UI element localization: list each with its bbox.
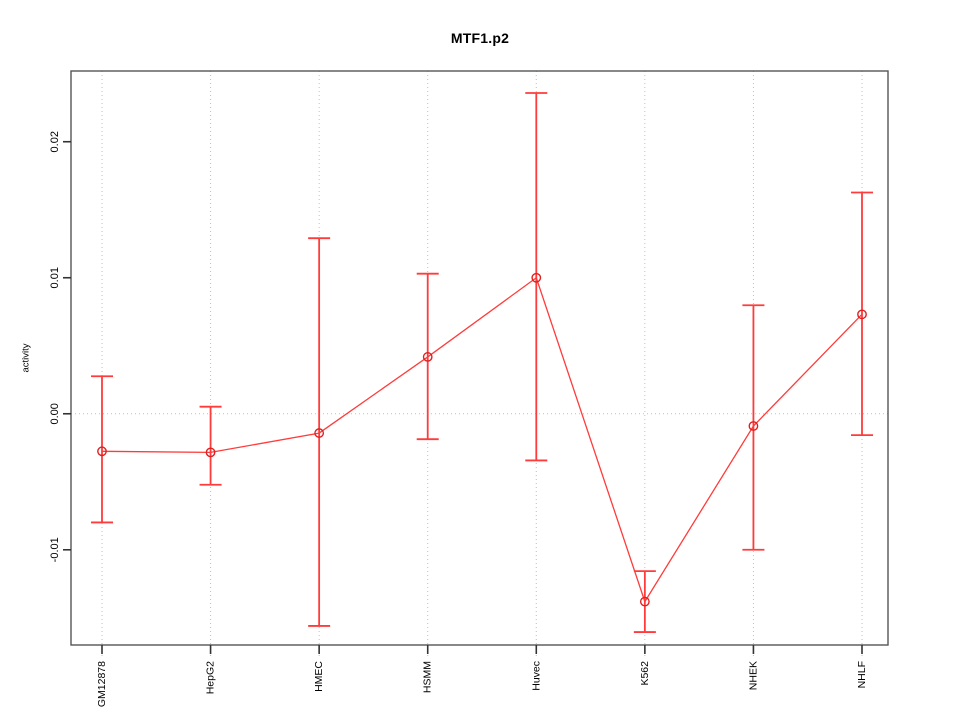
y-tick-label: -0.01	[49, 537, 61, 562]
x-tick-label-nhlf: NHLF	[856, 661, 868, 688]
data-point-marker	[314, 428, 325, 438]
x-tick-label-gm12878: GM12878	[96, 661, 108, 707]
data-point-marker	[422, 352, 433, 362]
grid-layer	[63, 71, 888, 659]
x-tick-label-hepg2: HepG2	[205, 661, 217, 694]
x-tick-label-hsmm: HSMM	[422, 661, 434, 693]
y-tick-label: 0.02	[49, 131, 61, 152]
y-axis-title-text: activity	[21, 343, 32, 372]
chart-title: MTF1.p2	[450, 30, 510, 46]
x-axis-category-labels: GM12878 HepG2 HMEC HSMM Huvec K562 NHEK NHLF	[96, 661, 868, 708]
y-axis-title: activity	[21, 343, 32, 372]
series-line	[101, 276, 863, 604]
data-point-marker	[97, 446, 107, 457]
y-tick-label: 0.00	[49, 403, 61, 424]
x-tick-label-huvec: Huvec	[530, 661, 542, 691]
x-tick-label-k562: K562	[639, 661, 651, 686]
x-tick-label-hmec: HMEC	[313, 661, 325, 692]
series-line-and-errorbars	[91, 92, 873, 633]
data-point-marker	[857, 309, 867, 320]
y-axis-tick-labels: 0.02 0.01 0.00 -0.01	[49, 131, 61, 562]
y-tick-label: 0.01	[49, 267, 61, 288]
x-tick-label-nhek: NHEK	[747, 661, 759, 690]
plot-frame	[70, 70, 889, 646]
axes-layer	[63, 70, 889, 654]
data-point-marker	[639, 596, 650, 607]
data-point-marker	[531, 272, 542, 283]
data-point-marker	[205, 447, 216, 458]
data-point-marker	[748, 421, 759, 431]
